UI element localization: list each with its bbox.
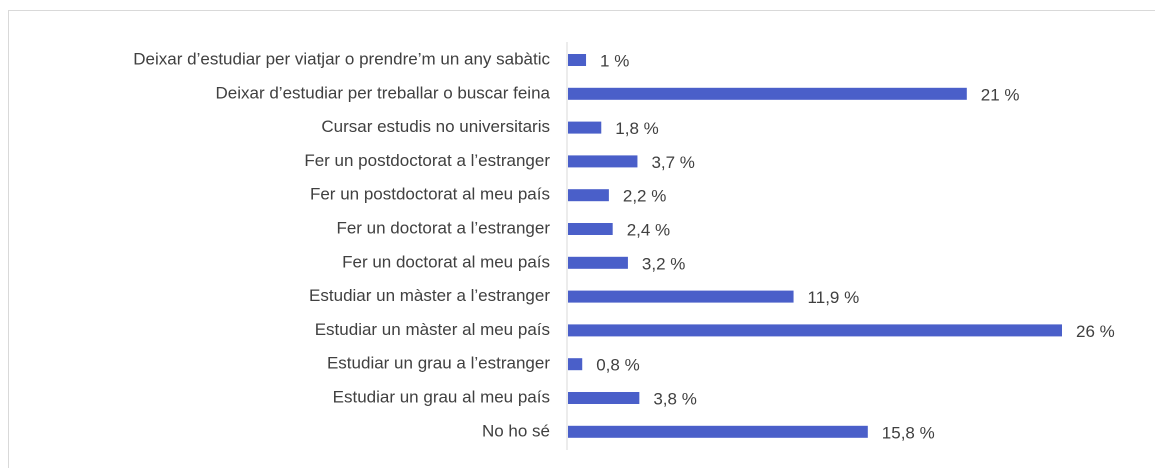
bar [568,54,587,66]
category-label: Cursar estudis no universitaris [321,117,550,136]
bar [568,155,638,168]
value-label: 2,4 % [627,220,670,239]
category-label: Fer un postdoctorat a l’estranger [304,151,550,170]
category-label: Fer un doctorat a l’estranger [336,218,550,237]
value-label: 3,7 % [651,153,694,172]
bar [568,290,794,303]
value-label: 1 % [600,51,629,70]
value-label: 11,9 % [808,288,860,307]
category-label: Estudiar un grau al meu país [333,387,550,406]
category-label: Fer un postdoctorat al meu país [310,185,550,204]
value-label: 26 % [1076,322,1115,341]
category-label: Deixar d’estudiar per treballar o buscar… [215,83,550,102]
chart-frame [8,10,1155,468]
bar [568,256,628,269]
bar [568,87,967,100]
bar [568,425,868,438]
value-label: 1,8 % [615,119,658,138]
bar [568,121,602,134]
value-label: 15,8 % [882,423,935,442]
value-label: 21 % [981,85,1020,104]
value-label: 3,2 % [642,254,685,273]
value-label: 0,8 % [596,356,639,375]
category-label: Estudiar un màster a l’estranger [309,286,550,305]
category-label: Estudiar un grau a l’estranger [327,354,550,373]
bar [568,189,609,202]
category-label: Estudiar un màster al meu país [315,320,550,339]
category-label: No ho sé [482,421,550,440]
bar [568,223,613,235]
category-label: Fer un doctorat al meu país [342,252,550,271]
bar [568,392,640,404]
bar [568,358,583,371]
bar [568,324,1062,337]
category-label: Deixar d’estudiar per viatjar o prendre’… [133,49,550,68]
value-label: 3,8 % [653,389,696,408]
value-label: 2,2 % [623,187,666,206]
